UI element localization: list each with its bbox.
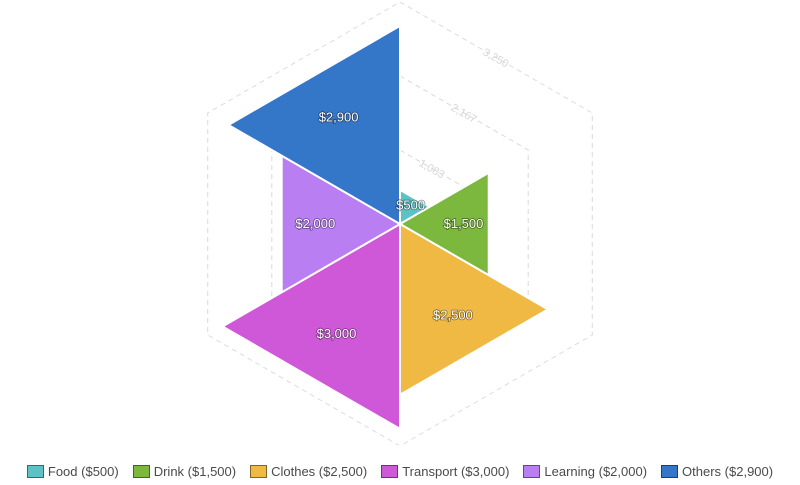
chart-value-labels: $500 $1,500 $2,500 $3,000 $2,000 $2,900	[295, 109, 485, 342]
legend-item-others[interactable]: Others ($2,900)	[661, 464, 773, 479]
chart-legend: Food ($500) Drink ($1,500) Clothes ($2,500…	[0, 461, 800, 481]
legend-swatch-food	[26, 464, 44, 478]
value-label-transport: $3,000	[317, 326, 357, 341]
value-label-learning: $2,000	[295, 216, 335, 231]
legend-label-learning: Learning ($2,000)	[544, 463, 648, 479]
legend-swatch-drink	[132, 464, 150, 478]
legend-item-clothes[interactable]: Clothes ($2,500)	[250, 464, 367, 479]
slice-others[interactable]	[227, 24, 401, 225]
value-label-drink: $1,500	[444, 216, 484, 231]
tick-label-1: 1,083	[417, 157, 447, 181]
tick-label-3: 3,250	[481, 46, 511, 70]
value-label-food: $500	[396, 198, 425, 213]
legend-label-food: Food ($500)	[47, 463, 119, 479]
legend-item-food[interactable]: Food ($500)	[26, 463, 119, 479]
legend-swatch-clothes	[250, 464, 268, 478]
legend-label-drink: Drink ($1,500)	[153, 463, 237, 479]
legend-label-others: Others ($2,900)	[682, 463, 774, 479]
grid-ring-3	[207, 1, 593, 445]
legend-item-learning[interactable]: Learning ($2,000)	[523, 464, 647, 479]
chart-slices	[221, 24, 549, 430]
value-label-clothes: $2,500	[433, 308, 473, 323]
chart-tick-labels: 1,083 2,167 3,250	[417, 46, 511, 181]
tick-label-2: 2,167	[449, 102, 479, 126]
legend-swatch-learning	[523, 464, 541, 478]
legend-swatch-others	[661, 464, 679, 478]
legend-label-clothes: Clothes ($2,500)	[271, 463, 368, 479]
legend-item-transport[interactable]: Transport ($3,000)	[381, 464, 509, 479]
polar-area-chart: $500 $1,500 $2,500 $3,000 $2,000 $2,900 1,083…	[207, 1, 593, 445]
legend-label-transport: Transport ($3,000)	[402, 463, 510, 479]
legend-item-drink[interactable]: Drink ($1,500)	[132, 463, 237, 479]
value-label-others: $2,900	[319, 110, 359, 125]
legend-swatch-transport	[381, 464, 399, 478]
